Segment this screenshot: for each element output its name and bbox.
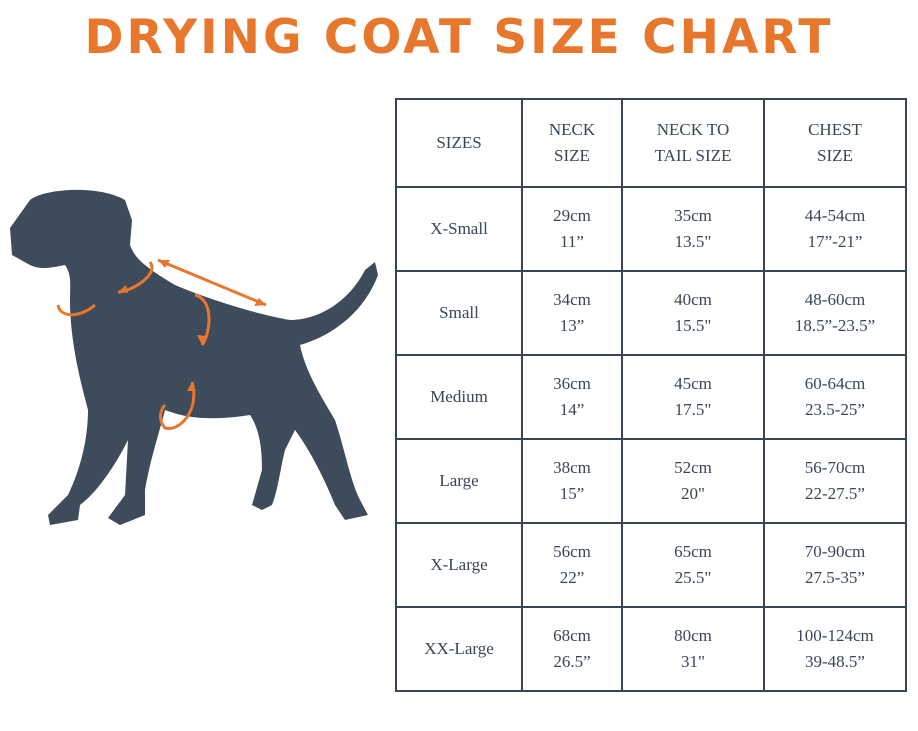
table-cell: 29cm 11” <box>521 186 623 272</box>
cell-text: 13” <box>559 316 585 335</box>
table-cell: X-Large <box>395 522 523 608</box>
table-cell: 70-90cm 27.5-35” <box>763 522 907 608</box>
table-cell: 38cm 15” <box>521 438 623 524</box>
table-cell: CHEST SIZE <box>763 98 907 188</box>
table-cell: X-Small <box>395 186 523 272</box>
cell-text: NECK TO <box>656 120 730 139</box>
table-cell: 100-124cm 39-48.5” <box>763 606 907 692</box>
table-cell: 52cm 20" <box>621 438 765 524</box>
cell-text: 34cm <box>553 290 591 309</box>
cell-text: 45cm <box>674 374 712 393</box>
title: DRYING COAT SIZE CHART <box>84 10 834 65</box>
cell-text: 52cm <box>674 458 712 477</box>
cell-text: SIZE <box>554 146 590 165</box>
size-table: SIZES NECK SIZE NECK TO TAIL SIZE CHEST SIZE X-… <box>395 98 907 692</box>
cell-text: X-Small <box>430 219 488 238</box>
cell-text: NECK <box>548 120 596 139</box>
cell-text: 80cm <box>674 626 712 645</box>
cell-text: 22-27.5” <box>805 484 865 503</box>
cell-text: 15.5" <box>674 316 712 335</box>
table-row: X-Small 29cm 11” 35cm 13.5" 44-54cm 17”-21” <box>395 186 907 272</box>
cell-text: 18.5”-23.5” <box>794 316 876 335</box>
table-cell: 68cm 26.5” <box>521 606 623 692</box>
cell-text: 17.5" <box>674 400 712 419</box>
table-cell: NECK TO TAIL SIZE <box>621 98 765 188</box>
cell-text: 11” <box>560 232 584 251</box>
cell-text: XX-Large <box>424 639 494 658</box>
cell-text: X-Large <box>430 555 488 574</box>
cell-text: 44-54cm <box>804 206 866 225</box>
table-cell: 48-60cm 18.5”-23.5” <box>763 270 907 356</box>
cell-text: Small <box>439 303 479 322</box>
table-cell: 36cm 14” <box>521 354 623 440</box>
cell-text: 38cm <box>553 458 591 477</box>
cell-text: Medium <box>430 387 488 406</box>
table-row: Large 38cm 15” 52cm 20" 56-70cm 22-27.5” <box>395 438 907 524</box>
table-cell: 34cm 13” <box>521 270 623 356</box>
cell-text: 36cm <box>553 374 591 393</box>
dog-illustration <box>10 189 378 525</box>
table-cell: 56cm 22” <box>521 522 623 608</box>
cell-text: Large <box>439 471 479 490</box>
cell-text: SIZES <box>436 133 482 152</box>
cell-text: 27.5-35” <box>805 568 865 587</box>
table-row: XX-Large 68cm 26.5” 80cm 31" 100-124cm 39-48.5… <box>395 606 907 692</box>
cell-text: 20" <box>681 484 705 503</box>
cell-text: 56-70cm <box>804 458 866 477</box>
table-row: X-Large 56cm 22” 65cm 25.5" 70-90cm 27.5-35” <box>395 522 907 608</box>
cell-text: 39-48.5” <box>805 652 865 671</box>
cell-text: 14” <box>559 400 585 419</box>
table-cell: 35cm 13.5" <box>621 186 765 272</box>
table-cell: XX-Large <box>395 606 523 692</box>
table-cell: 80cm 31" <box>621 606 765 692</box>
table-cell: Medium <box>395 354 523 440</box>
table-cell: Large <box>395 438 523 524</box>
cell-text: CHEST <box>808 120 862 139</box>
table-cell: 56-70cm 22-27.5” <box>763 438 907 524</box>
table-cell: 44-54cm 17”-21” <box>763 186 907 272</box>
cell-text: 26.5” <box>553 652 591 671</box>
cell-text: 68cm <box>553 626 591 645</box>
cell-text: 15” <box>559 484 585 503</box>
cell-text: 70-90cm <box>804 542 866 561</box>
cell-text: 48-60cm <box>804 290 866 309</box>
table-cell: Small <box>395 270 523 356</box>
cell-text: 17”-21” <box>807 232 863 251</box>
cell-text: 40cm <box>674 290 712 309</box>
table-cell: 45cm 17.5" <box>621 354 765 440</box>
cell-text: 56cm <box>553 542 591 561</box>
cell-text: 65cm <box>674 542 712 561</box>
table-row: Medium 36cm 14” 45cm 17.5" 60-64cm 23.5-25” <box>395 354 907 440</box>
cell-text: TAIL SIZE <box>654 146 732 165</box>
table-cell: SIZES <box>395 98 523 188</box>
cell-text: 35cm <box>674 206 712 225</box>
table-cell: 40cm 15.5" <box>621 270 765 356</box>
cell-text: 29cm <box>553 206 591 225</box>
cell-text: 13.5" <box>674 232 712 251</box>
cell-text: 100-124cm <box>796 626 874 645</box>
table-row: Small 34cm 13” 40cm 15.5" 48-60cm 18.5”-23.5” <box>395 270 907 356</box>
table-cell: 65cm 25.5" <box>621 522 765 608</box>
header-row: SIZES NECK SIZE NECK TO TAIL SIZE CHEST SIZE <box>395 98 907 188</box>
cell-text: 25.5" <box>674 568 712 587</box>
cell-text: 23.5-25” <box>805 400 865 419</box>
cell-text: SIZE <box>817 146 853 165</box>
table-cell: NECK SIZE <box>521 98 623 188</box>
cell-text: 31" <box>681 652 705 671</box>
cell-text: 22” <box>559 568 585 587</box>
table-cell: 60-64cm 23.5-25” <box>763 354 907 440</box>
cell-text: 60-64cm <box>804 374 866 393</box>
